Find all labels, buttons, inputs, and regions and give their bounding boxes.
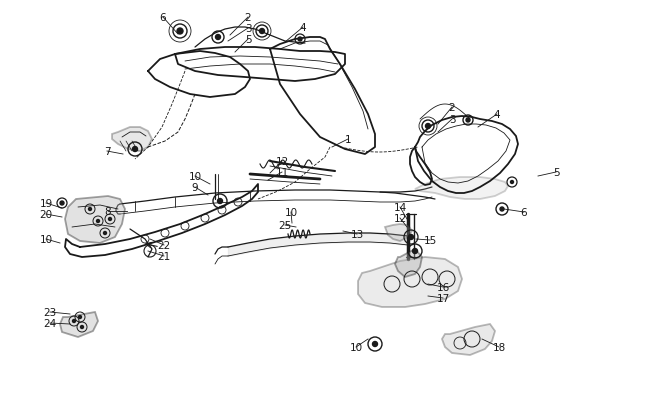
Text: 15: 15: [423, 235, 437, 245]
Text: 2: 2: [244, 13, 252, 23]
Text: 13: 13: [350, 230, 363, 239]
Circle shape: [177, 29, 183, 35]
Text: 18: 18: [493, 342, 506, 352]
Polygon shape: [60, 312, 98, 337]
Text: 21: 21: [157, 252, 170, 261]
Text: 6: 6: [160, 13, 166, 23]
Circle shape: [413, 249, 417, 254]
Circle shape: [109, 218, 112, 221]
Text: 19: 19: [40, 198, 53, 209]
Circle shape: [60, 202, 64, 205]
Text: 16: 16: [436, 282, 450, 292]
Text: 25: 25: [278, 220, 292, 230]
Circle shape: [298, 38, 302, 42]
Polygon shape: [415, 177, 508, 200]
Circle shape: [79, 316, 81, 319]
Text: 4: 4: [494, 110, 500, 120]
Circle shape: [216, 35, 220, 41]
Text: 10: 10: [350, 342, 363, 352]
Text: 8: 8: [105, 207, 111, 216]
Polygon shape: [358, 257, 462, 307]
Circle shape: [96, 220, 99, 223]
Circle shape: [408, 235, 413, 240]
Text: 23: 23: [44, 307, 57, 317]
Circle shape: [426, 124, 430, 129]
Text: 4: 4: [300, 23, 306, 33]
Text: 1: 1: [344, 135, 351, 145]
Text: 17: 17: [436, 293, 450, 303]
Text: 10: 10: [188, 172, 202, 181]
Circle shape: [510, 181, 514, 184]
Polygon shape: [112, 128, 152, 151]
Circle shape: [372, 342, 378, 347]
Polygon shape: [442, 324, 495, 355]
Circle shape: [133, 147, 138, 152]
Circle shape: [88, 208, 92, 211]
Polygon shape: [385, 224, 412, 241]
Text: 5: 5: [552, 168, 559, 177]
Circle shape: [73, 320, 75, 323]
Text: 22: 22: [157, 241, 170, 250]
Circle shape: [103, 232, 107, 235]
Text: 2: 2: [448, 103, 455, 113]
Text: 5: 5: [244, 35, 252, 45]
Circle shape: [466, 119, 470, 123]
Text: 7: 7: [104, 147, 110, 157]
Circle shape: [259, 30, 265, 34]
Text: 10: 10: [285, 207, 298, 217]
Text: 10: 10: [40, 234, 53, 244]
Circle shape: [218, 199, 222, 204]
Text: 24: 24: [44, 318, 57, 328]
Text: 6: 6: [521, 207, 527, 217]
Text: 3: 3: [448, 115, 455, 125]
Text: 12: 12: [393, 213, 407, 224]
Text: 11: 11: [276, 168, 289, 177]
Circle shape: [500, 207, 504, 211]
Polygon shape: [395, 249, 422, 277]
Text: 3: 3: [244, 24, 252, 34]
Text: 20: 20: [40, 209, 53, 220]
Text: 12: 12: [276, 157, 289, 166]
Text: 9: 9: [192, 183, 198, 192]
Polygon shape: [65, 196, 125, 243]
Text: 14: 14: [393, 202, 407, 213]
Circle shape: [81, 326, 83, 329]
